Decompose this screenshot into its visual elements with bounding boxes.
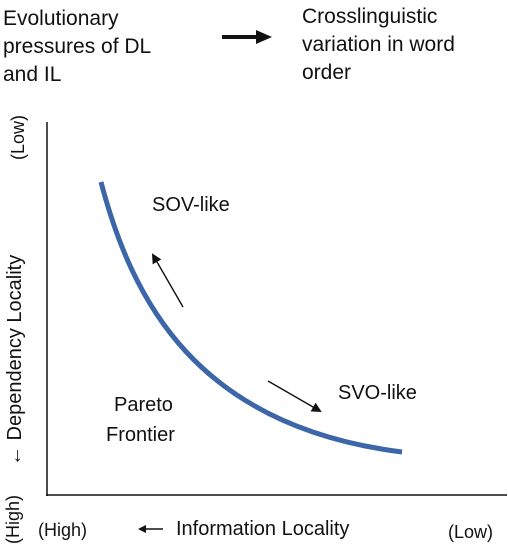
header-left-line2: pressures of DL — [3, 35, 152, 58]
y-axis-title: ← Dependency Locality — [4, 254, 26, 466]
svo-like-label: SVO-like — [338, 382, 417, 404]
pareto-frontier-curve — [98, 181, 403, 455]
sov-like-label: SOV-like — [152, 194, 230, 216]
header-right-line3: order — [302, 61, 352, 84]
header-arrow-icon — [222, 30, 272, 44]
header-left-line1: Evolutionary — [3, 7, 119, 30]
pareto-frontier-label-line2: Frontier — [106, 424, 175, 446]
y-axis-high-label: (High) — [3, 494, 23, 544]
x-axis-high-label: (High) — [38, 520, 88, 540]
arrow-toward-sov-icon — [152, 253, 184, 308]
header-right-line1: Crosslinguistic — [302, 5, 438, 28]
x-axis-title: Information Locality — [176, 518, 350, 540]
header-right-line2: variation in word — [302, 33, 455, 56]
x-axis-low-label: (Low) — [448, 522, 494, 542]
header-left-line3: and IL — [3, 63, 62, 86]
x-axis-left-arrow-icon — [138, 525, 163, 533]
y-axis-low-label: (Low) — [8, 114, 28, 160]
arrow-toward-svo-icon — [267, 380, 322, 412]
pareto-frontier-label-line1: Pareto — [114, 394, 173, 416]
